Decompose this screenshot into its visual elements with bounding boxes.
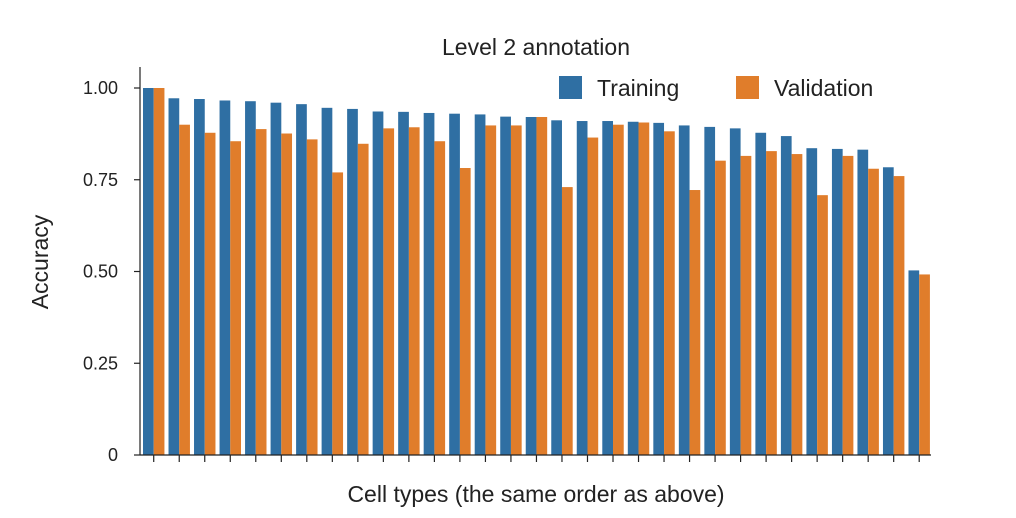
bar-validation-21: [664, 131, 675, 455]
bar-validation-4: [230, 141, 241, 455]
legend-swatch-validation: [736, 76, 759, 99]
bar-validation-26: [791, 154, 803, 455]
bar-validation-27: [817, 195, 828, 455]
chart-title: Level 2 annotation: [442, 34, 630, 60]
bar-validation-28: [842, 155, 854, 455]
bar-validation-7: [306, 139, 318, 455]
x-axis-label: Cell types (the same order as above): [347, 481, 724, 507]
bar-validation-15: [510, 125, 522, 456]
bar-training-24: [729, 128, 741, 455]
bar-validation-12: [434, 141, 446, 455]
bar-training-8: [321, 107, 333, 455]
y-axis-label: Accuracy: [27, 214, 53, 309]
bar-validation-10: [383, 128, 395, 455]
bar-validation-11: [408, 127, 420, 456]
bar-training-25: [755, 132, 767, 455]
bar-training-30: [882, 167, 894, 455]
y-tick-label: 0.50: [83, 262, 118, 282]
y-tick-label: 0.75: [83, 170, 118, 190]
bar-training-4: [219, 100, 231, 455]
legend-label-training: Training: [597, 75, 679, 101]
bar-training-5: [245, 101, 256, 456]
bar-training-14: [474, 114, 486, 456]
y-axis-ticks: 0 0.25 0.50 0.75 1.00: [83, 78, 140, 465]
bar-training-22: [678, 125, 690, 456]
bar-validation-24: [740, 155, 752, 455]
bar-validation-16: [536, 116, 548, 456]
bar-training-12: [423, 112, 435, 456]
bar-validation-8: [332, 172, 344, 455]
bar-training-31: [908, 270, 920, 455]
bar-validation-19: [613, 124, 624, 455]
bar-training-3: [194, 99, 205, 455]
bar-training-20: [627, 121, 639, 455]
bar-validation-18: [587, 137, 599, 456]
y-tick-label: 0.25: [83, 353, 118, 373]
bar-validation-13: [459, 168, 471, 455]
bar-training-7: [296, 104, 307, 456]
bar-validation-31: [919, 274, 930, 455]
bar-training-9: [347, 108, 358, 456]
legend-label-validation: Validation: [774, 75, 873, 101]
legend: Training Validation: [559, 75, 873, 101]
bar-training-21: [653, 122, 665, 456]
bar-validation-23: [715, 160, 726, 456]
bar-training-16: [525, 116, 537, 456]
bars-group: [143, 88, 930, 456]
bar-validation-9: [357, 143, 369, 455]
bar-training-1: [143, 88, 154, 455]
y-tick-label: 0: [108, 445, 118, 465]
bar-validation-17: [561, 187, 573, 455]
bar-validation-30: [893, 176, 905, 455]
x-axis-ticks: [153, 455, 920, 462]
bar-training-27: [806, 148, 818, 455]
bar-training-6: [270, 102, 282, 456]
bar-training-29: [857, 149, 869, 455]
y-tick-label: 1.00: [83, 78, 118, 98]
bar-validation-22: [689, 190, 701, 455]
bar-training-28: [831, 148, 843, 456]
bar-training-17: [551, 120, 562, 456]
bar-training-10: [372, 111, 384, 456]
bar-training-19: [602, 121, 614, 455]
bar-validation-20: [638, 122, 650, 455]
bar-training-11: [398, 111, 409, 455]
bar-training-13: [449, 113, 460, 455]
legend-swatch-training: [559, 76, 582, 99]
bar-validation-3: [204, 132, 216, 455]
bar-validation-1: [153, 88, 165, 455]
bar-validation-14: [485, 125, 497, 456]
bar-training-2: [168, 98, 180, 455]
bar-validation-5: [255, 129, 267, 455]
bar-validation-2: [179, 124, 190, 455]
bar-training-26: [780, 136, 792, 455]
bar-validation-29: [868, 168, 879, 456]
bar-validation-6: [281, 133, 293, 455]
bar-training-23: [704, 126, 716, 456]
bar-training-18: [576, 121, 588, 455]
bar-validation-25: [766, 151, 777, 455]
bar-training-15: [500, 116, 511, 455]
